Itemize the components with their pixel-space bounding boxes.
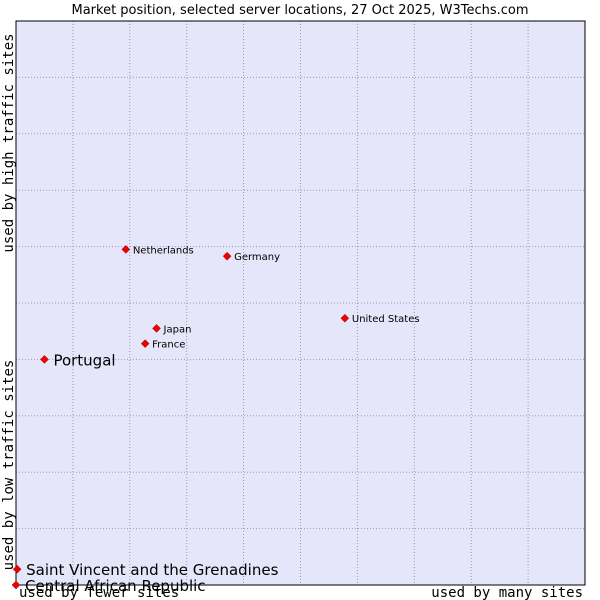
point-central-african-republic: Central African Republic xyxy=(11,577,206,595)
x-axis-label-high: used by many sites xyxy=(431,585,583,600)
point-saint-vincent-and-the-grenadines: Saint Vincent and the Grenadines xyxy=(12,561,279,579)
point-marker xyxy=(340,313,350,323)
data-points: Netherlands Germany United States Japan Fran… xyxy=(11,245,420,595)
point-marker xyxy=(222,251,232,261)
point-united-states: United States xyxy=(340,313,420,325)
point-portugal: Portugal xyxy=(40,351,116,369)
point-label: Germany xyxy=(234,252,280,263)
point-marker xyxy=(12,564,22,574)
point-japan: Japan xyxy=(152,324,192,335)
point-marker xyxy=(11,580,21,590)
x-axis-label-low: used by fewer sites xyxy=(19,585,179,600)
chart-title: Market position, selected server locatio… xyxy=(71,3,528,18)
y-axis-label-high: used by high traffic sites xyxy=(1,33,17,252)
point-label: Saint Vincent and the Grenadines xyxy=(26,561,278,579)
point-label: France xyxy=(152,340,185,351)
point-marker xyxy=(140,339,150,348)
point-netherlands: Netherlands xyxy=(121,245,194,256)
point-label: Portugal xyxy=(53,351,115,369)
point-label: Japan xyxy=(163,324,192,335)
point-label: Netherlands xyxy=(133,245,194,256)
point-marker xyxy=(40,355,49,364)
point-label: United States xyxy=(352,314,420,325)
y-axis-label-low: used by low traffic sites xyxy=(1,360,17,571)
grid-lines xyxy=(16,21,585,585)
point-germany: Germany xyxy=(222,251,280,263)
point-marker xyxy=(152,324,161,333)
plot-frame xyxy=(15,20,586,586)
point-label: Central African Republic xyxy=(25,577,206,595)
point-marker xyxy=(121,245,131,254)
point-france: France xyxy=(140,339,185,351)
